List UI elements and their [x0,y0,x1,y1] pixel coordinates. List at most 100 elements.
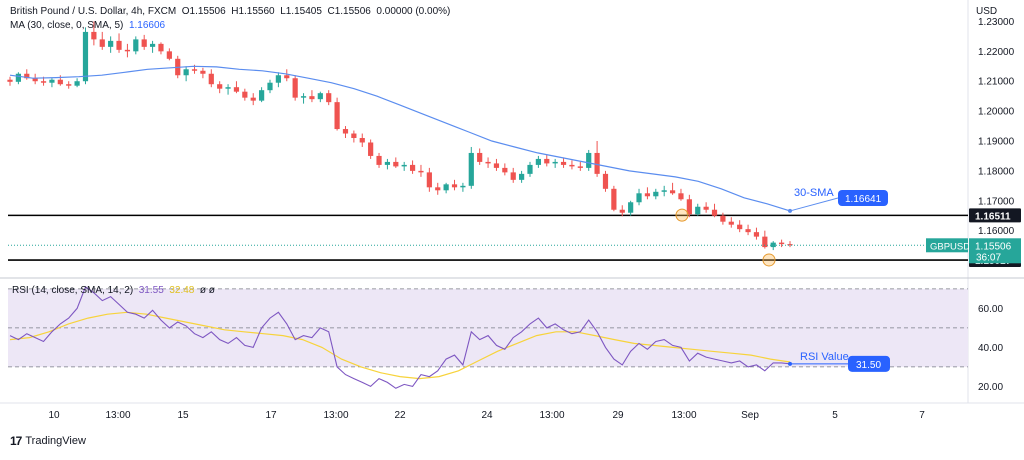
price-tick-label: 1.21000 [978,77,1015,88]
candle-body [57,79,63,85]
ma-value: 1.16606 [128,20,166,31]
current-price-tag [969,238,1021,264]
candle-body [552,161,558,164]
time-tick-label: 10 [48,410,60,421]
time-tick-label: 15 [177,410,189,421]
rsi-legend: RSI (14, close, SMA, 14, 2) 31.55 32.48 … [12,285,215,296]
candle-body [409,164,416,171]
candle-body [200,70,206,74]
ma-value-tag-label: 1.16641 [845,194,882,205]
rsi-annotation-label: RSI Value [800,351,849,363]
level-tag [969,208,1021,223]
candle-body [342,129,349,134]
candle-body [233,87,240,92]
candle-body [669,190,676,194]
candle-body [485,161,491,164]
candle-body [477,152,483,162]
price-tick-label: 1.16000 [978,226,1015,237]
candle-body [619,209,625,213]
time-tick-label: 22 [394,410,406,421]
candle-body [292,78,298,98]
time-tick-label: 29 [612,410,624,421]
candle-body [418,170,424,173]
candle-body [32,78,38,82]
candle-body [779,242,785,245]
close-value: 1.15506 [334,6,371,17]
candle-body [208,73,214,85]
candle-body [7,79,13,82]
candle-body [703,206,709,210]
candle-body [124,49,131,52]
candle-body [217,84,223,89]
time-tick-label: 5 [832,410,838,421]
ma-annotation-label: 30-SMA [794,187,834,199]
touch-point-marker [675,208,689,222]
candle-body [628,202,634,213]
candle-body [326,93,332,103]
current-price-tag-label: 1.15506 [975,241,1012,252]
candle-body [242,91,248,98]
rsi-value-tag-label: 31.50 [856,360,881,371]
rsi-tick-label: 40.00 [978,343,1003,354]
rsi-value-tag [848,355,890,372]
price-tick-label: 1.20000 [978,107,1015,118]
ma-annotation-line [789,197,839,212]
candle-body [384,161,391,165]
time-tick-label: 17 [265,410,277,421]
candle-body [686,199,692,215]
candle-body [359,138,365,143]
candle-body [275,75,281,83]
candle-body [762,236,768,248]
candle-body [636,193,642,203]
low-value: 1.15405 [285,6,322,17]
candle-body [468,152,474,186]
rsi-sma-value: 32.48 [169,285,195,296]
candle-body [309,96,315,100]
candle-body [376,155,382,165]
price-tick-label: 1.23000 [978,17,1015,28]
touch-point-marker [762,253,776,267]
bar-countdown-label: 36:07 [976,252,1001,263]
low-label: L [280,6,286,17]
candle-body [183,69,189,76]
candle-body [300,96,307,98]
candle-body [116,40,122,50]
tradingview-branding[interactable]: 17 TradingView [10,434,86,448]
candle-body [577,166,583,168]
candle-body [66,84,72,86]
candle-body [426,172,432,188]
candle-body [720,215,726,222]
candle-body [527,164,533,174]
rsi-extra: ø ø [199,285,215,296]
candle-body [653,191,659,197]
candle-body [334,102,340,130]
symbol-price-tag [926,238,968,253]
tradingview-name: TradingView [25,435,86,447]
candle-body [351,133,357,139]
candle-body [661,190,667,192]
rsi-tick-label: 20.00 [978,382,1003,393]
time-tick-label: 13:00 [105,410,130,421]
candle-body [451,184,458,188]
candle-body [502,167,508,173]
level-tag-label: 1.16511 [975,211,1011,222]
time-tick-label: 13:00 [539,410,564,421]
rsi-line [9,286,791,389]
rsi-current-value: 31.55 [138,285,164,296]
open-value: 1.15506 [189,6,226,17]
candle-body [460,185,466,188]
time-tick-label: 7 [919,410,925,421]
candle-body [317,93,323,100]
candle-body [149,43,156,47]
ma-label: MA (30, close, 0, SMA, 5) [10,20,124,31]
candle-body [141,39,147,47]
candle-body [158,43,164,52]
candle-body [695,206,701,215]
time-tick-label: 13:00 [323,410,348,421]
candle-body [435,187,441,191]
candle-body [40,81,47,83]
candle-body [267,82,273,91]
tradingview-logo-icon: 17 [10,434,22,448]
